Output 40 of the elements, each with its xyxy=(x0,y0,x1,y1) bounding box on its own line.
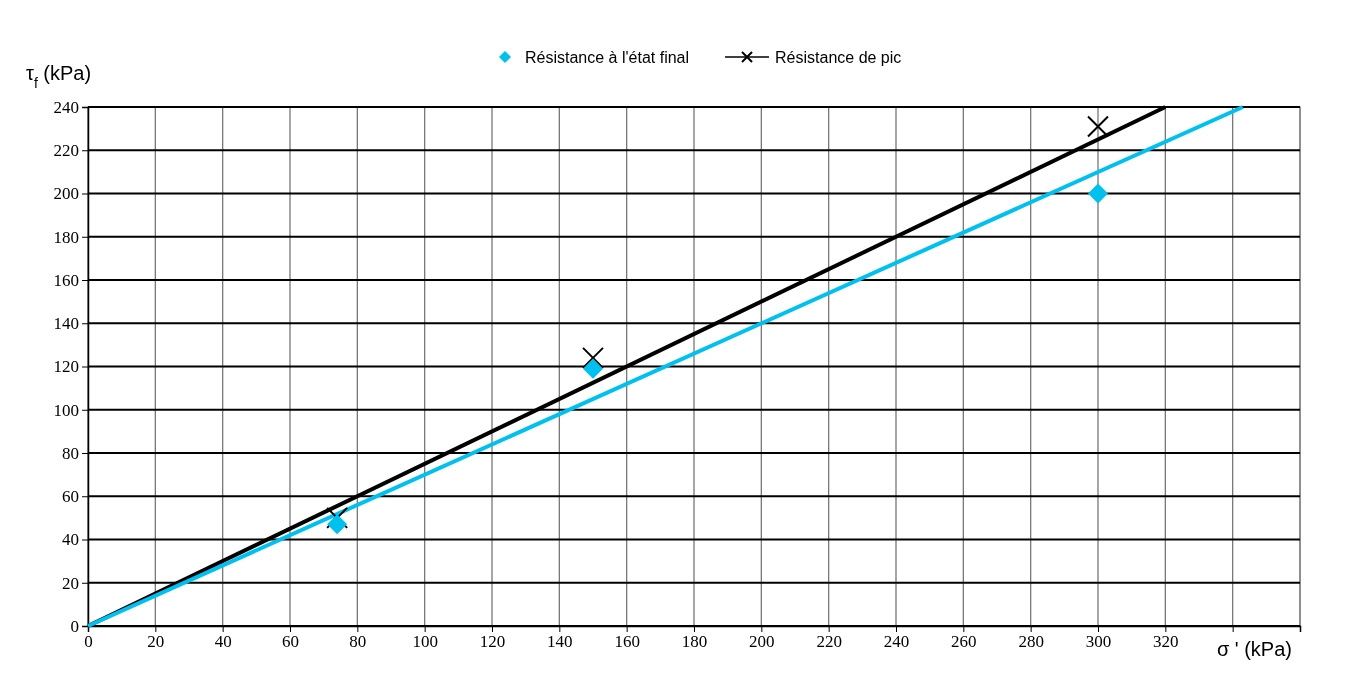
x-tick-label: 0 xyxy=(84,632,93,652)
y-tick-label: 80 xyxy=(62,443,79,463)
y-tick-label: 140 xyxy=(53,314,79,334)
x-tick-label: 20 xyxy=(147,632,165,652)
y-axis-title: τ$_{f}$ (kPa) xyxy=(26,62,92,91)
legend-label: Résistance de pic xyxy=(775,49,902,66)
y-tick-label: 180 xyxy=(53,227,79,247)
x-tick-label: 60 xyxy=(282,632,299,652)
y-tick-label: 100 xyxy=(53,400,79,420)
x-tick-label: 260 xyxy=(951,632,977,652)
x-tick-label: 40 xyxy=(214,632,232,652)
x-tick-label: 80 xyxy=(349,632,367,652)
point xyxy=(583,358,603,379)
y-tick-label: 200 xyxy=(53,184,79,204)
x-axis-title: σ ' (kPa) xyxy=(1216,638,1292,660)
x-tick-label: 100 xyxy=(412,632,438,652)
legend-label: Résistance à l'état final xyxy=(525,49,690,66)
x-tick-label: 200 xyxy=(749,632,775,652)
x-tick-label: 320 xyxy=(1153,632,1179,652)
y-tick-label: 20 xyxy=(62,573,79,593)
point xyxy=(582,346,604,369)
y-tick-label: 0 xyxy=(70,616,79,636)
y-tick-label: 40 xyxy=(62,530,79,550)
point xyxy=(326,506,349,529)
x-tick-label: 220 xyxy=(816,632,842,652)
x-tick-label: 300 xyxy=(1085,632,1112,652)
x-tick-label: 120 xyxy=(479,632,506,652)
point xyxy=(1087,115,1109,138)
y-tick-label: 240 xyxy=(53,97,79,117)
x-tick-label: 240 xyxy=(883,632,910,652)
x-tick-label: 160 xyxy=(614,632,640,652)
y-tick-label: 160 xyxy=(53,270,79,290)
y-tick-label: 120 xyxy=(53,357,79,377)
x-tick-label: 140 xyxy=(547,632,573,652)
point xyxy=(327,514,348,535)
x-tick-label: 180 xyxy=(681,632,708,652)
y-tick-label: 60 xyxy=(62,487,79,507)
point xyxy=(1088,183,1108,204)
x-tick-label: 280 xyxy=(1018,632,1044,652)
y-tick-label: 220 xyxy=(53,141,79,161)
